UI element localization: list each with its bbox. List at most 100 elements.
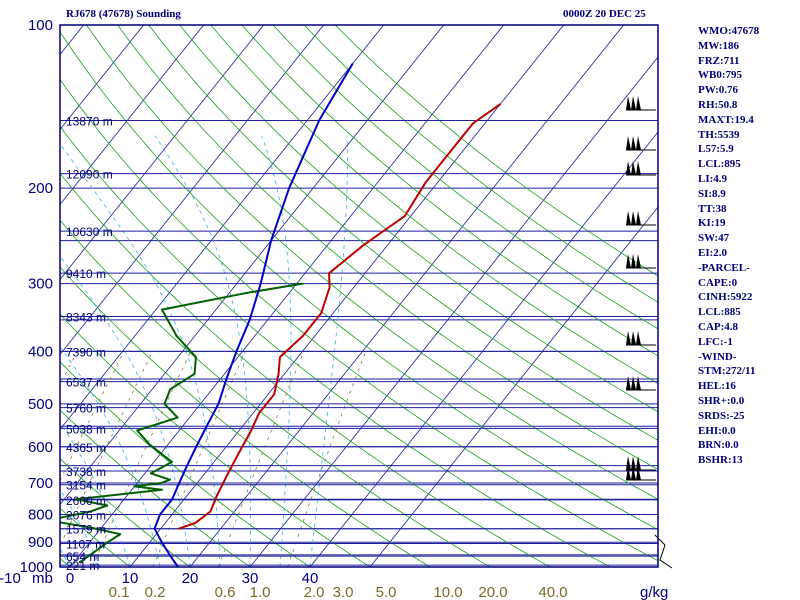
index-item: BRN:0.0 <box>698 439 739 452</box>
wind-barb <box>626 96 656 111</box>
dewpoint-point <box>75 498 78 501</box>
wind-barb-pennant <box>626 456 631 470</box>
isotherm-line <box>0 25 24 567</box>
wind-barb-pennant <box>626 254 631 268</box>
plot-frame <box>59 24 659 568</box>
dewpoint-point <box>169 478 171 481</box>
wind-barb-pennant <box>626 376 631 390</box>
dry-adiabat <box>117 25 658 470</box>
height-label: 654 m <box>66 550 99 564</box>
temperature-point <box>499 103 502 106</box>
isotherm-line <box>69 25 504 567</box>
dewpoint-point <box>171 461 173 463</box>
index-item: WB0:795 <box>698 69 742 82</box>
dewpoint-point <box>148 443 151 446</box>
wind-barb-pennant <box>636 161 641 175</box>
pressure-tick-label: 800 <box>28 506 53 523</box>
pressure-tick-label: 500 <box>28 396 53 413</box>
dewpoint-point <box>195 356 197 358</box>
height-label: 5760 m <box>66 402 106 416</box>
height-label: 1579 m <box>66 523 106 537</box>
chart-grid <box>0 25 658 567</box>
index-item: CINH:5922 <box>698 291 753 304</box>
index-item: FRZ:711 <box>698 54 740 67</box>
parcel-point <box>186 464 189 467</box>
height-label: 3738 m <box>66 465 106 479</box>
dewpoint-point <box>246 291 249 294</box>
mixing-ratio-line <box>152 351 246 567</box>
index-item: WMO:47678 <box>698 25 760 37</box>
dry-adiabat <box>241 25 658 357</box>
temperature-point <box>471 122 474 125</box>
pressure-tick-label: 400 <box>28 343 53 360</box>
pressure-tick-label: 100 <box>28 17 53 34</box>
height-label: 221 m <box>66 559 99 573</box>
height-label: 1107 m <box>66 538 105 552</box>
dewpoint-point <box>92 551 95 554</box>
dry-adiabat <box>303 25 658 303</box>
dry-adiabat <box>60 507 131 567</box>
temperature-tick-label: 40 <box>302 570 319 587</box>
dry-adiabat <box>210 25 658 385</box>
temperature-point <box>273 393 276 396</box>
index-item: LCL:895 <box>698 158 741 171</box>
isotherm-line <box>309 131 658 567</box>
height-label: 7390 m <box>66 345 106 359</box>
wind-barb <box>626 211 656 226</box>
mixing-ratio-tick-label: 10.0 <box>433 584 462 600</box>
dry-adiabat <box>0 25 10 567</box>
mixing-ratio-line <box>217 351 305 567</box>
temperature-point <box>362 244 365 247</box>
dewpoint-point <box>163 402 166 405</box>
parcel-point <box>178 482 181 484</box>
isotherm-line <box>129 25 564 567</box>
index-item: LFC:-1 <box>698 335 733 348</box>
moist-adiabat <box>154 135 251 567</box>
dry-adiabat <box>148 25 658 441</box>
index-item: EI:2.0 <box>698 246 728 259</box>
parcel-point <box>217 402 220 405</box>
height-label: 2076 m <box>66 508 106 522</box>
index-item: STM:272/11 <box>698 365 756 378</box>
wind-barb-pennant <box>636 254 641 268</box>
dewpoint-point <box>160 482 163 484</box>
parcel-point <box>205 425 208 428</box>
wind-barb <box>626 161 656 176</box>
dewpoint-point <box>169 388 172 391</box>
chart-series <box>60 63 502 567</box>
dewpoint-point <box>106 504 109 507</box>
dry-adiabat <box>60 313 371 567</box>
index-item: EHI:0.0 <box>698 424 736 437</box>
dewpoint-point <box>301 282 304 285</box>
parcel-point <box>259 282 262 285</box>
stability-index-panel: WMO:47678 MW:186 FRZ:711 WB0:795 PW:0.76 RH:5… <box>698 24 759 468</box>
wind-barb-pennant <box>631 466 636 480</box>
index-item: MAXT:19.4 <box>698 113 754 126</box>
temperature-point <box>301 335 304 337</box>
temperature-point <box>209 510 212 513</box>
dewpoint-point <box>176 416 179 419</box>
parcel-point <box>159 513 161 516</box>
wind-barb-pennant <box>631 211 636 225</box>
index-item: SW:47 <box>698 232 730 245</box>
isotherm-line <box>60 25 264 281</box>
wind-barb-pennant <box>626 161 631 175</box>
parcel-point <box>248 319 251 321</box>
index-item: -PARCEL- <box>698 261 750 274</box>
isotherm-line <box>189 25 624 567</box>
pressure-tick-label: 200 <box>28 180 53 197</box>
mixing-ratio-tick-label: 2.0 <box>304 584 325 600</box>
wind-barb-pennant <box>626 331 631 345</box>
wind-barb <box>626 456 656 471</box>
wind-barb-pennant <box>636 456 641 470</box>
wind-barb-pennant <box>636 96 641 110</box>
temperature-point <box>404 215 406 217</box>
wind-barb-pennant <box>636 466 641 480</box>
temperature-tick-label: 0 <box>66 570 74 587</box>
dewpoint-point <box>106 541 109 544</box>
dewpoint-trace <box>60 282 303 564</box>
index-item: SI:8.9 <box>698 187 726 200</box>
index-item: BSHR:13 <box>698 454 743 467</box>
temperature-point <box>258 412 260 414</box>
